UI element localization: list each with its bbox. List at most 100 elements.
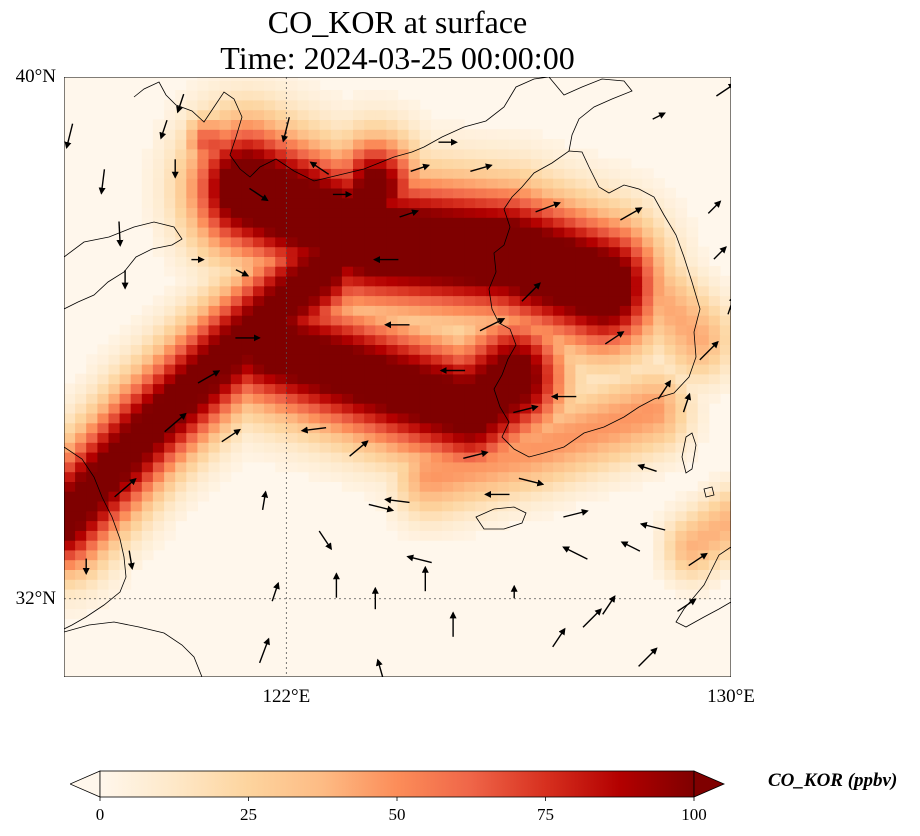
wind-arrow — [535, 201, 561, 213]
field-cell — [308, 266, 321, 277]
field-cell — [486, 266, 499, 277]
field-cell — [542, 422, 554, 434]
colorbar-ramp — [99, 770, 695, 798]
field-cell — [164, 403, 176, 414]
field-cell — [286, 295, 298, 306]
field-cell — [430, 520, 443, 531]
field-cell — [141, 520, 154, 531]
field-cell — [197, 148, 210, 160]
field-cell — [275, 129, 287, 140]
field-cell — [364, 422, 376, 434]
field-cell — [419, 266, 432, 277]
field-cell — [253, 452, 265, 463]
field-cell — [341, 266, 354, 277]
field-cell — [353, 364, 365, 375]
field-cell — [597, 442, 610, 453]
field-cell — [119, 383, 132, 394]
field-cell — [375, 256, 387, 267]
field-cell — [419, 305, 432, 316]
field-cell — [464, 236, 476, 248]
field-cell — [442, 383, 454, 394]
field-cell — [708, 383, 721, 394]
field-cell — [586, 227, 599, 238]
field-cell — [97, 422, 110, 434]
field-cell — [319, 90, 332, 101]
field-cell — [619, 178, 632, 189]
field-cell — [653, 403, 665, 414]
field-cell — [664, 559, 676, 570]
field-cell — [697, 422, 710, 434]
field-cell — [86, 549, 98, 561]
field-cell — [619, 315, 632, 326]
field-cell — [197, 403, 210, 414]
field-cell — [564, 324, 576, 336]
field-cell — [653, 275, 665, 287]
field-cell — [497, 364, 510, 375]
field-cell — [475, 207, 487, 218]
field-cell — [175, 187, 187, 199]
field-cell — [130, 510, 143, 522]
field-cell — [408, 178, 421, 189]
field-cell — [175, 90, 187, 101]
field-cell — [530, 432, 543, 443]
field-cell — [486, 129, 499, 140]
field-cell — [197, 197, 210, 209]
field-cell — [519, 256, 532, 267]
field-cell — [386, 442, 399, 453]
field-cell — [719, 285, 731, 297]
field-cell — [219, 90, 232, 101]
field-cell — [653, 383, 665, 394]
field-cell — [664, 207, 676, 218]
field-cell — [353, 412, 365, 424]
field-cell — [564, 432, 576, 443]
field-cell — [419, 246, 432, 257]
field-cell — [108, 354, 121, 365]
concentration-field — [64, 77, 731, 619]
field-cell — [675, 315, 688, 326]
field-cell — [553, 344, 565, 355]
wind-arrow — [563, 508, 589, 518]
field-cell — [97, 530, 110, 541]
field-cell — [430, 275, 443, 287]
field-cell — [152, 364, 165, 375]
field-cell — [330, 158, 343, 169]
field-cell — [308, 119, 321, 130]
field-cell — [686, 589, 699, 600]
field-cell — [575, 305, 588, 316]
field-cell — [553, 315, 565, 326]
field-cell — [564, 383, 576, 394]
field-cell — [364, 266, 376, 277]
field-cell — [230, 227, 243, 238]
field-cell — [330, 266, 343, 277]
field-cell — [442, 178, 454, 189]
field-cell — [597, 197, 610, 209]
field-cell — [219, 80, 232, 91]
field-cell — [653, 305, 665, 316]
field-cell — [141, 334, 154, 345]
field-cell — [364, 129, 376, 140]
field-cell — [230, 90, 243, 101]
field-cell — [442, 256, 454, 267]
field-cell — [575, 275, 588, 287]
field-cell — [475, 481, 487, 492]
field-cell — [708, 540, 721, 551]
field-cell — [575, 168, 588, 179]
field-cell — [497, 295, 510, 306]
wind-arrow — [349, 440, 369, 457]
field-cell — [253, 207, 265, 218]
field-cell — [408, 246, 421, 257]
field-cell — [508, 432, 521, 443]
field-cell — [253, 236, 265, 248]
graticule — [64, 77, 731, 677]
field-cell — [397, 442, 410, 453]
field-cell — [375, 109, 387, 120]
field-cell — [564, 295, 576, 306]
field-cell — [130, 530, 143, 541]
field-cell — [375, 334, 387, 345]
wind-arrow — [707, 200, 722, 214]
field-cell — [475, 510, 487, 522]
field-cell — [386, 373, 399, 385]
field-cell — [308, 305, 321, 316]
wind-arrow — [638, 647, 658, 667]
field-cell — [375, 285, 387, 297]
